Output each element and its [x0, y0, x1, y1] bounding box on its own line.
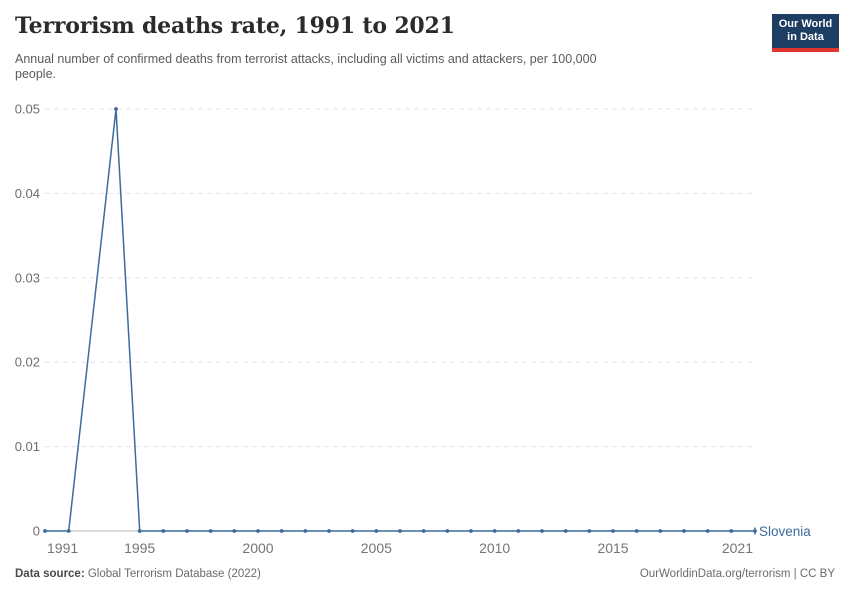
- data-source: Data source: Global Terrorism Database (…: [15, 568, 261, 580]
- x-axis-tick-label: 2021: [722, 540, 753, 556]
- data-point-marker[interactable]: [137, 529, 142, 533]
- x-axis-tick-label: 2005: [361, 540, 392, 556]
- page-title: Terrorism deaths rate, 1991 to 2021: [15, 13, 455, 39]
- data-point-marker[interactable]: [114, 107, 118, 111]
- data-point-marker[interactable]: [421, 529, 426, 533]
- y-axis-tick-label: 0.04: [15, 186, 40, 201]
- data-point-marker[interactable]: [729, 529, 734, 533]
- x-axis-tick-label: 1991: [47, 540, 78, 556]
- data-point-marker[interactable]: [374, 529, 379, 533]
- data-point-marker[interactable]: [161, 529, 166, 533]
- series-line-slovenia[interactable]: [45, 108, 755, 532]
- data-point-marker[interactable]: [279, 529, 284, 533]
- data-point-marker[interactable]: [445, 529, 450, 533]
- data-source-label: Data source:: [15, 568, 85, 580]
- data-point-marker[interactable]: [705, 529, 710, 533]
- data-point-marker[interactable]: [516, 529, 521, 533]
- data-point-marker[interactable]: [303, 529, 308, 533]
- y-axis-tick-label: 0.05: [15, 102, 40, 117]
- x-axis-tick-label: 2000: [242, 540, 273, 556]
- owid-logo-line2: in Data: [787, 31, 824, 43]
- data-point-marker[interactable]: [492, 529, 497, 533]
- data-point-marker[interactable]: [327, 529, 331, 533]
- data-point-marker[interactable]: [350, 529, 355, 533]
- data-point-marker[interactable]: [682, 529, 686, 533]
- data-point-marker[interactable]: [658, 529, 663, 533]
- y-axis-tick-label: 0.02: [15, 355, 40, 370]
- data-point-marker[interactable]: [66, 529, 71, 533]
- data-point-marker[interactable]: [256, 529, 260, 533]
- chart-footer: Data source: Global Terrorism Database (…: [15, 568, 835, 580]
- data-point-marker[interactable]: [611, 529, 615, 533]
- data-point-marker[interactable]: [232, 529, 237, 533]
- data-point-marker[interactable]: [185, 529, 189, 533]
- x-axis-tick-label: 2015: [597, 540, 628, 556]
- x-axis-tick-label: 1995: [124, 540, 155, 556]
- chart-subtitle: Annual number of confirmed deaths from t…: [15, 52, 597, 81]
- data-source-value: Global Terrorism Database (2022): [84, 568, 261, 580]
- data-point-marker[interactable]: [208, 529, 213, 533]
- data-point-marker[interactable]: [43, 529, 47, 533]
- data-point-marker[interactable]: [398, 529, 402, 533]
- y-axis-tick-label: 0.03: [15, 270, 40, 285]
- y-axis-tick-label: 0.01: [15, 439, 40, 454]
- credit-link[interactable]: OurWorldinData.org/terrorism | CC BY: [639, 568, 835, 580]
- data-point-marker[interactable]: [634, 529, 639, 533]
- data-point-marker[interactable]: [563, 529, 568, 533]
- owid-logo-line1: Our World: [778, 18, 833, 30]
- entity-label-slovenia[interactable]: Slovenia: [759, 524, 811, 539]
- data-point-marker[interactable]: [587, 529, 592, 533]
- x-axis-tick-label: 2010: [479, 540, 510, 556]
- y-axis-tick-label: 0: [33, 524, 40, 539]
- data-point-marker[interactable]: [540, 529, 544, 533]
- data-point-marker[interactable]: [469, 529, 473, 533]
- owid-logo[interactable]: Our World in Data: [772, 14, 839, 52]
